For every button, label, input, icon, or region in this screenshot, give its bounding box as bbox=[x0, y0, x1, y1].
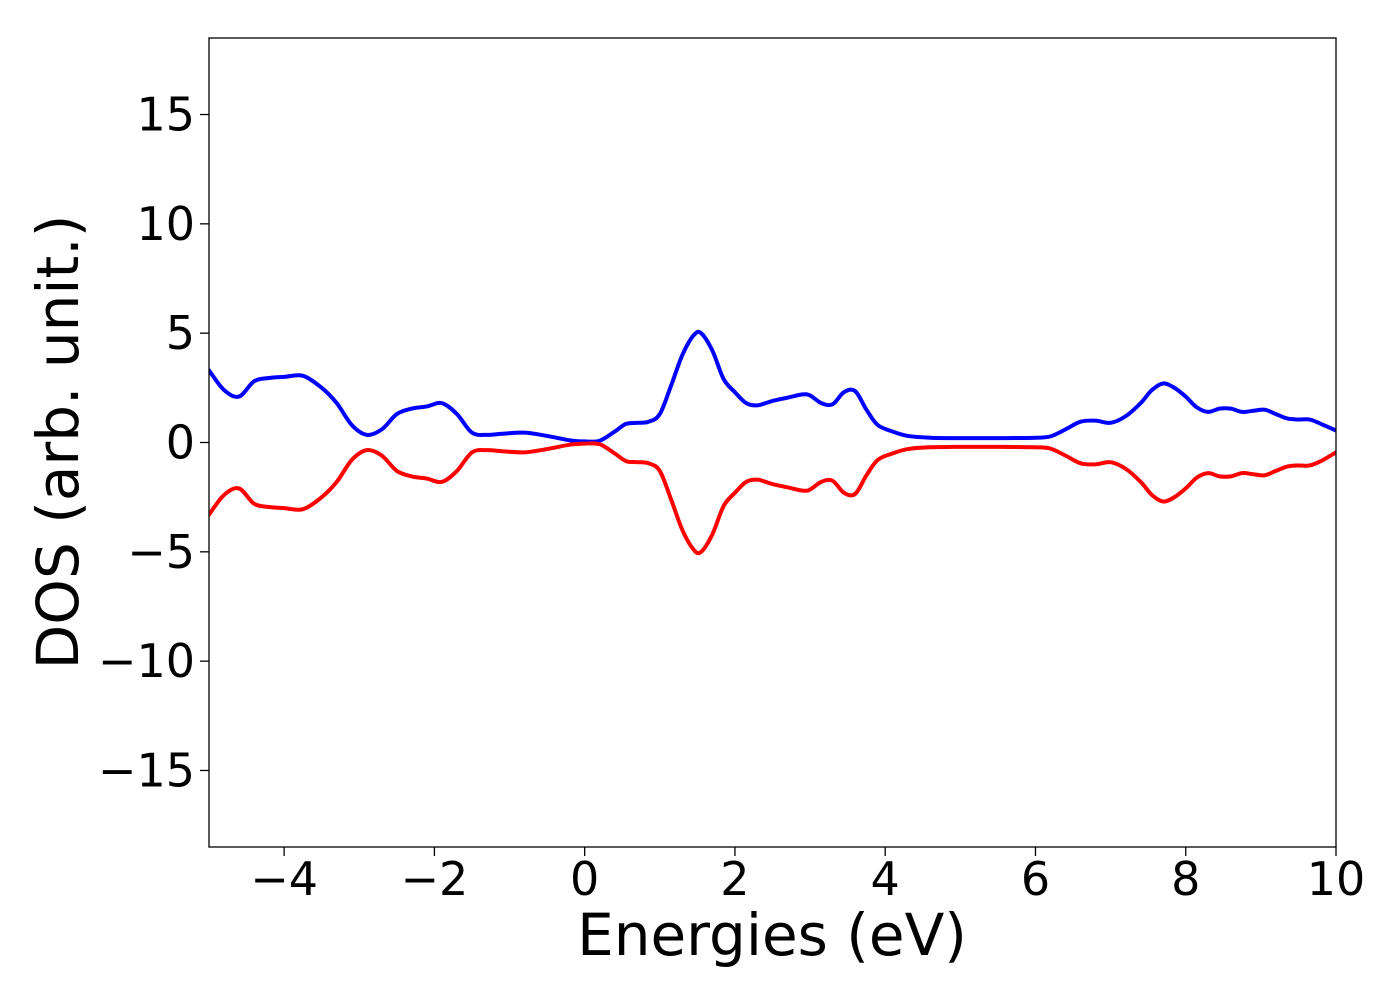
y-axis-label: DOS (arb. unit.) bbox=[24, 215, 92, 670]
x-tick-label: 10 bbox=[1307, 852, 1366, 906]
y-tick-label: 15 bbox=[136, 88, 195, 142]
spin-down-line bbox=[209, 441, 1336, 556]
series-layer bbox=[209, 329, 1336, 556]
y-tick-label: 10 bbox=[136, 197, 195, 251]
y-axis: −15 −10 −5 0 5 10 15 bbox=[98, 88, 209, 797]
x-tick-label: 0 bbox=[570, 852, 599, 906]
x-tick-label: 6 bbox=[1021, 852, 1050, 906]
y-tick-label: −10 bbox=[98, 634, 195, 688]
spin-up-line bbox=[209, 329, 1336, 444]
x-tick-label: 2 bbox=[720, 852, 749, 906]
y-tick-label: −15 bbox=[98, 743, 195, 797]
plot-frame bbox=[208, 37, 1337, 848]
x-tick-label: −2 bbox=[400, 852, 468, 906]
x-tick-label: 4 bbox=[871, 852, 900, 906]
y-tick-label: 5 bbox=[166, 306, 195, 360]
x-tick-label: −4 bbox=[250, 852, 318, 906]
y-tick-label: 0 bbox=[166, 416, 195, 470]
x-axis: −4 −2 0 2 4 6 8 10 bbox=[250, 847, 1365, 906]
x-axis-label: Energies (eV) bbox=[577, 901, 967, 969]
x-tick-label: 8 bbox=[1171, 852, 1200, 906]
y-tick-label: −5 bbox=[127, 525, 195, 579]
